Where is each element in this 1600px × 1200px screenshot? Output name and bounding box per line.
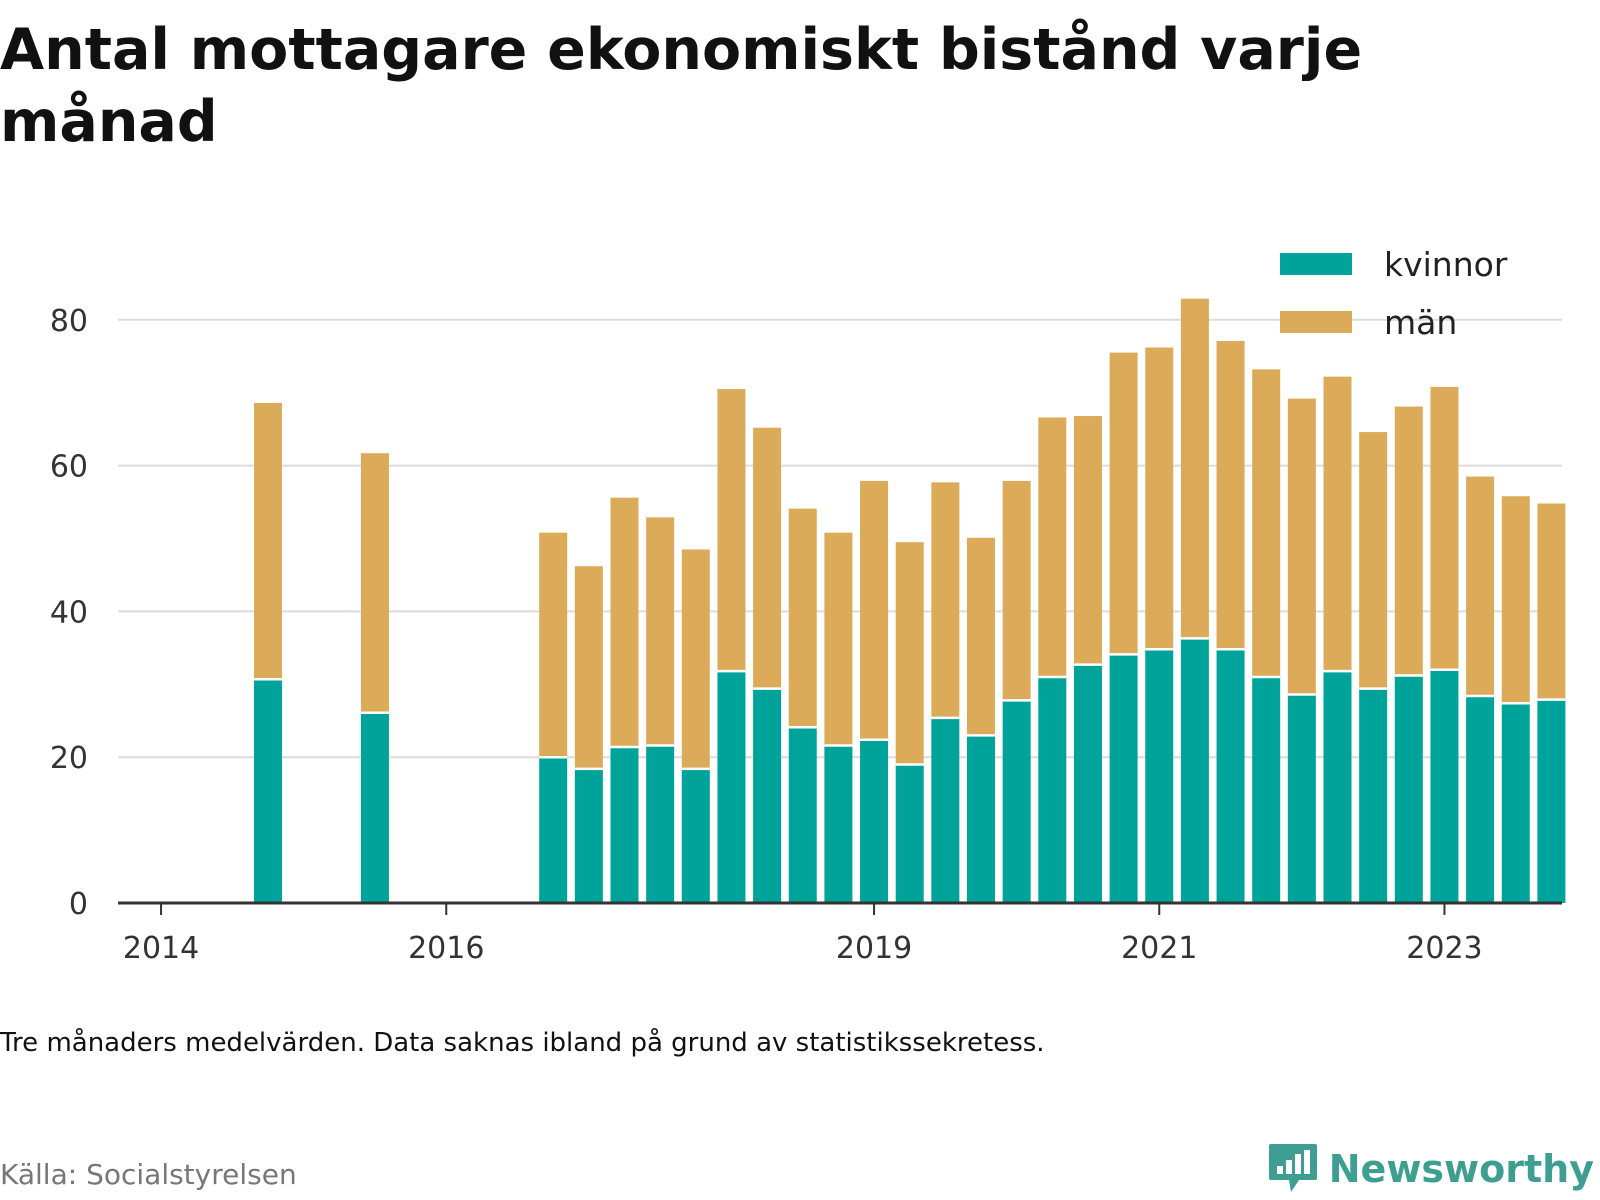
bar-man: [539, 532, 568, 758]
bar-man: [1180, 298, 1209, 639]
bar-kvinnor: [788, 727, 817, 903]
bar-man: [1501, 496, 1530, 704]
bar-man: [788, 508, 817, 728]
bar-kvinnor: [1002, 700, 1031, 903]
x-tick-label: 2019: [836, 931, 912, 966]
bar-man: [860, 480, 889, 740]
bar-kvinnor: [1501, 703, 1530, 903]
bar-kvinnor: [967, 735, 995, 903]
bar-man: [1537, 503, 1566, 700]
bar-kvinnor: [1252, 677, 1281, 903]
bar-man: [753, 427, 782, 689]
bar-kvinnor: [1359, 688, 1388, 903]
bar-man: [610, 497, 639, 747]
bar-kvinnor: [610, 746, 639, 903]
bar-kvinnor: [574, 768, 603, 903]
bar-man: [574, 566, 603, 769]
x-tick-label: 2023: [1406, 931, 1482, 966]
bar-kvinnor: [931, 717, 960, 903]
bar-kvinnor: [860, 739, 889, 903]
y-tick-label: 60: [50, 450, 88, 485]
bar-man: [1323, 376, 1352, 672]
y-tick-label: 0: [69, 887, 88, 922]
bar-man: [824, 532, 853, 746]
chart-note: Tre månaders medelvärden. Data saknas ib…: [0, 1028, 1045, 1058]
bar-kvinnor: [717, 671, 746, 903]
bar-man: [1359, 432, 1388, 689]
bar-kvinnor: [1466, 695, 1495, 903]
x-tick-label: 2014: [123, 931, 199, 966]
brand-name: Newsworthy: [1328, 1147, 1594, 1191]
legend-label: män: [1384, 303, 1457, 342]
bar-man: [895, 542, 924, 765]
legend-swatch: [1280, 311, 1352, 333]
bar-man: [1287, 398, 1316, 695]
bar-kvinnor: [1180, 638, 1209, 903]
bar-kvinnor: [681, 768, 710, 903]
legend-swatch: [1280, 253, 1352, 275]
bar-kvinnor: [753, 688, 782, 903]
bar-man: [1430, 386, 1459, 670]
x-tick-label: 2021: [1121, 931, 1197, 966]
bar-man: [1394, 406, 1423, 676]
x-tick-label: 2016: [408, 931, 484, 966]
y-tick-label: 20: [50, 741, 88, 776]
bar-man: [1216, 340, 1245, 650]
bar-man: [1145, 347, 1174, 650]
bar-man: [717, 389, 746, 672]
bar-kvinnor: [824, 745, 853, 903]
chart-title: Antal mottagare ekonomiskt bistånd varje…: [0, 17, 1363, 155]
bar-kvinnor: [1073, 664, 1102, 903]
bar-kvinnor: [1145, 649, 1174, 903]
y-tick-label: 40: [50, 595, 88, 630]
bar-kvinnor: [1537, 699, 1566, 903]
bar-man: [681, 549, 710, 769]
legend-label: kvinnor: [1384, 245, 1508, 284]
bar-kvinnor: [1394, 675, 1423, 903]
bar-man: [931, 482, 960, 718]
source-label: Källa: Socialstyrelsen: [0, 1158, 297, 1191]
axes: 0 20 40 60 80 2014 2016 2019 2021 2023: [50, 304, 1562, 966]
bar-kvinnor: [1430, 669, 1459, 903]
stacked-bar-chart: 0 20 40 60 80 2014 2016 2019 2021 2023 kvinnor män: [50, 245, 1566, 966]
bar-chart-speech-bubble-icon: [1268, 1144, 1317, 1192]
bar-kvinnor: [360, 712, 389, 903]
bar-man: [254, 402, 282, 680]
bar-kvinnor: [895, 764, 924, 903]
bar-kvinnor: [539, 757, 568, 903]
bar-kvinnor: [1216, 649, 1245, 903]
bar-man: [1073, 416, 1102, 665]
bar-kvinnor: [1323, 671, 1352, 903]
bar-man: [1038, 417, 1067, 678]
bar-man: [1002, 480, 1031, 701]
bar-kvinnor: [254, 679, 282, 903]
bar-kvinnor: [646, 745, 675, 903]
bar-man: [360, 453, 389, 713]
bar-man: [1252, 369, 1281, 678]
bar-man: [646, 517, 675, 746]
bar-kvinnor: [1109, 654, 1138, 903]
bars: [254, 298, 1566, 903]
bar-man: [1109, 352, 1138, 655]
brand-logo: Newsworthy: [1267, 1142, 1594, 1196]
y-tick-label: 80: [50, 304, 88, 339]
bar-kvinnor: [1287, 694, 1316, 903]
legend: kvinnor män: [1280, 245, 1508, 342]
bar-man: [1466, 476, 1495, 696]
bar-kvinnor: [1038, 677, 1067, 903]
bar-man: [967, 537, 995, 736]
